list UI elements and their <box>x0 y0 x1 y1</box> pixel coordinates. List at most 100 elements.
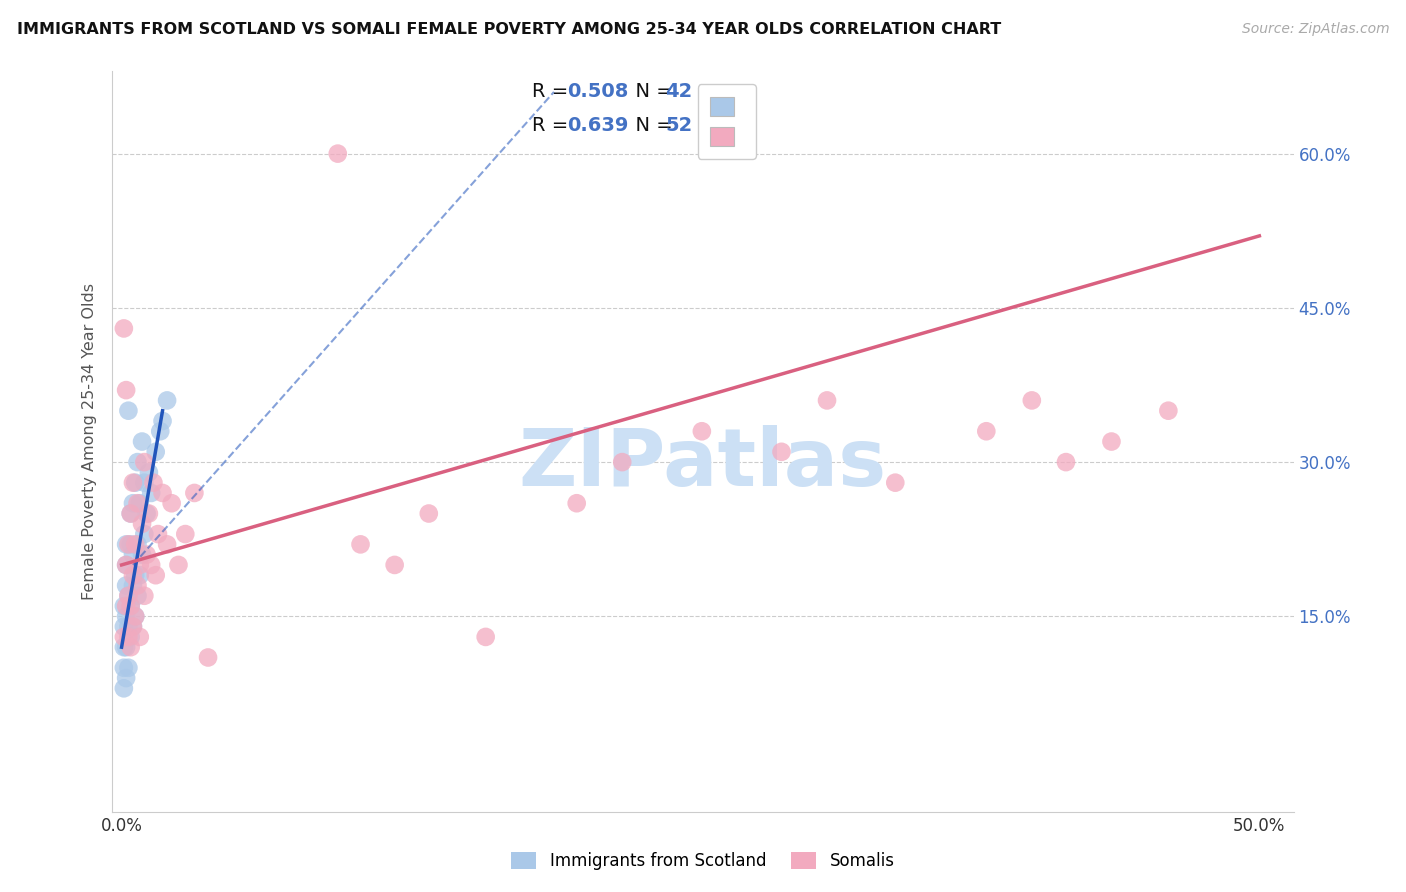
Point <box>134 589 156 603</box>
Point <box>127 455 149 469</box>
Point <box>122 568 145 582</box>
Text: R =: R = <box>531 116 574 135</box>
Point <box>117 630 139 644</box>
Point <box>124 609 146 624</box>
Point <box>122 548 145 562</box>
Point <box>115 671 138 685</box>
Point <box>112 321 135 335</box>
Point <box>117 589 139 603</box>
Point <box>183 486 205 500</box>
Point <box>128 568 150 582</box>
Point <box>565 496 588 510</box>
Point <box>138 507 160 521</box>
Point <box>122 496 145 510</box>
Text: R =: R = <box>531 82 574 102</box>
Legend: , : , <box>697 84 755 159</box>
Point <box>115 537 138 551</box>
Point <box>120 640 142 655</box>
Text: N =: N = <box>623 116 679 135</box>
Point <box>141 558 163 572</box>
Point <box>112 681 135 696</box>
Point <box>124 537 146 551</box>
Point <box>120 537 142 551</box>
Point <box>124 609 146 624</box>
Point <box>131 548 153 562</box>
Point <box>149 424 172 438</box>
Point <box>124 475 146 490</box>
Point <box>134 455 156 469</box>
Point <box>117 537 139 551</box>
Point <box>156 537 179 551</box>
Text: 52: 52 <box>665 116 693 135</box>
Point <box>112 640 135 655</box>
Point <box>976 424 998 438</box>
Point <box>884 475 907 490</box>
Point <box>197 650 219 665</box>
Point <box>145 445 167 459</box>
Point <box>156 393 179 408</box>
Text: 0.639: 0.639 <box>567 116 628 135</box>
Point <box>117 589 139 603</box>
Point <box>127 496 149 510</box>
Point <box>174 527 197 541</box>
Point <box>127 589 149 603</box>
Point <box>145 568 167 582</box>
Point <box>128 630 150 644</box>
Point <box>112 661 135 675</box>
Point <box>112 620 135 634</box>
Text: N =: N = <box>623 82 679 102</box>
Point <box>115 558 138 572</box>
Point <box>120 507 142 521</box>
Point <box>1054 455 1077 469</box>
Text: ZIPatlas: ZIPatlas <box>519 425 887 503</box>
Point <box>122 475 145 490</box>
Point <box>474 630 496 644</box>
Point <box>138 466 160 480</box>
Point <box>117 620 139 634</box>
Point <box>135 507 157 521</box>
Point <box>326 146 349 161</box>
Text: 42: 42 <box>665 82 693 102</box>
Point <box>134 475 156 490</box>
Point <box>122 578 145 592</box>
Point <box>134 527 156 541</box>
Y-axis label: Female Poverty Among 25-34 Year Olds: Female Poverty Among 25-34 Year Olds <box>82 283 97 600</box>
Text: 0.508: 0.508 <box>567 82 628 102</box>
Point <box>117 403 139 417</box>
Point <box>128 558 150 572</box>
Point <box>120 599 142 613</box>
Text: Source: ZipAtlas.com: Source: ZipAtlas.com <box>1241 22 1389 37</box>
Point <box>117 661 139 675</box>
Point <box>770 445 793 459</box>
Point <box>815 393 838 408</box>
Text: IMMIGRANTS FROM SCOTLAND VS SOMALI FEMALE POVERTY AMONG 25-34 YEAR OLDS CORRELAT: IMMIGRANTS FROM SCOTLAND VS SOMALI FEMAL… <box>17 22 1001 37</box>
Point <box>115 558 138 572</box>
Point <box>131 516 153 531</box>
Point <box>115 609 138 624</box>
Point <box>612 455 634 469</box>
Point <box>115 599 138 613</box>
Point <box>135 548 157 562</box>
Point <box>122 620 145 634</box>
Point <box>141 486 163 500</box>
Point <box>1021 393 1043 408</box>
Point <box>152 486 174 500</box>
Point <box>115 578 138 592</box>
Point <box>128 496 150 510</box>
Point <box>112 599 135 613</box>
Point <box>146 527 169 541</box>
Point <box>167 558 190 572</box>
Point <box>120 599 142 613</box>
Point <box>127 578 149 592</box>
Point <box>127 537 149 551</box>
Point <box>115 640 138 655</box>
Point <box>690 424 713 438</box>
Point <box>131 434 153 449</box>
Point <box>152 414 174 428</box>
Point <box>124 568 146 582</box>
Point <box>115 383 138 397</box>
Point <box>418 507 440 521</box>
Point <box>120 630 142 644</box>
Point <box>1101 434 1123 449</box>
Point <box>349 537 371 551</box>
